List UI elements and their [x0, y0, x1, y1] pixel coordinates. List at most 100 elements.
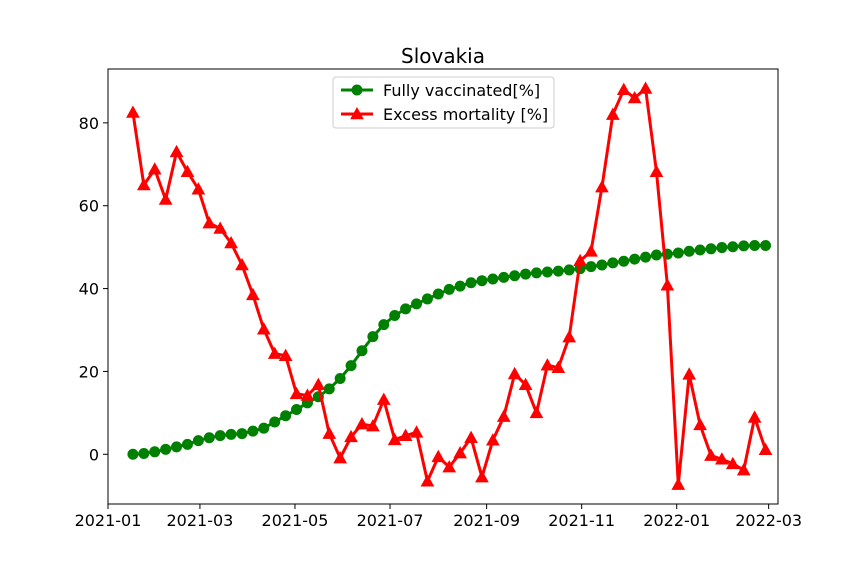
data-point-triangle [507, 366, 522, 380]
data-point-circle [607, 257, 619, 269]
data-point-triangle [518, 377, 533, 390]
data-point-circle [400, 303, 412, 315]
data-point-circle [345, 360, 357, 372]
series-layer [126, 81, 773, 490]
x-tick-label: 2021-05 [262, 511, 329, 530]
data-point-circle [160, 443, 172, 455]
data-point-circle [465, 277, 477, 289]
data-point-circle [563, 264, 575, 276]
data-point-circle [269, 416, 281, 428]
data-point-circle [487, 273, 499, 285]
data-point-triangle [693, 417, 707, 431]
x-tick-label: 2021-07 [357, 511, 424, 530]
data-point-triangle [562, 330, 577, 343]
data-point-circle [432, 288, 444, 300]
x-tick-label: 2022-01 [643, 511, 710, 530]
chart-title: Slovakia [401, 44, 485, 68]
data-point-circle [705, 243, 717, 255]
y-tick-label: 20 [79, 362, 99, 381]
data-point-triangle [256, 322, 271, 335]
data-point-triangle [409, 425, 424, 438]
data-point-triangle [616, 82, 631, 96]
data-point-triangle [158, 192, 173, 205]
data-point-triangle [682, 367, 697, 380]
data-point-triangle [333, 450, 348, 464]
x-tick-label: 2021-11 [548, 511, 615, 530]
data-point-circle [596, 259, 608, 271]
data-point-circle [585, 261, 597, 273]
data-point-triangle [420, 474, 435, 487]
data-point-circle [258, 422, 270, 434]
data-point-triangle [267, 346, 282, 359]
data-point-triangle [202, 216, 217, 229]
data-point-triangle [725, 456, 740, 470]
data-point-circle [203, 432, 215, 444]
y-axis: 0 20 40 60 80 [79, 114, 108, 464]
data-point-circle [476, 275, 488, 287]
data-point-circle [498, 271, 510, 283]
data-point-circle [640, 251, 652, 263]
data-point-circle [629, 253, 641, 265]
legend: Fully vaccinated[%] Excess mortality [%] [332, 76, 555, 129]
data-point-triangle [442, 460, 457, 473]
data-point-triangle [278, 348, 293, 361]
data-point-triangle [180, 164, 195, 178]
plot-frame [107, 68, 779, 505]
data-point-circle [225, 428, 237, 440]
data-point-triangle [551, 360, 566, 373]
data-point-circle [716, 242, 728, 254]
x-axis: 2021-01 2021-03 2021-05 2021-07 2021-09 2021-… [75, 504, 802, 530]
data-point-circle [618, 255, 630, 267]
data-point-circle [214, 430, 226, 442]
data-point-circle [138, 447, 150, 459]
data-point-triangle [246, 287, 260, 301]
data-point-triangle [431, 449, 446, 463]
data-point-circle [552, 265, 564, 277]
data-point-triangle [453, 446, 467, 459]
data-point-triangle [496, 409, 511, 422]
data-point-triangle [355, 417, 369, 430]
data-point-triangle [584, 244, 598, 257]
data-point-circle [171, 441, 183, 453]
y-tick-label: 60 [79, 197, 99, 216]
data-point-circle [738, 240, 750, 252]
data-point-triangle [376, 392, 391, 405]
data-point-circle [181, 438, 193, 450]
data-point-triangle [747, 410, 762, 423]
data-point-triangle [322, 426, 337, 439]
data-point-triangle [126, 105, 140, 118]
data-point-triangle [605, 107, 620, 120]
data-point-triangle [660, 278, 675, 291]
data-point-triangle [464, 430, 478, 444]
data-point-triangle [224, 235, 238, 249]
x-tick-label: 2021-01 [75, 511, 142, 530]
series-2 [126, 81, 773, 490]
data-point-triangle [638, 81, 653, 94]
data-point-circle [509, 270, 521, 282]
y-tick-label: 80 [79, 114, 99, 133]
data-point-triangle [486, 433, 500, 446]
data-point-triangle [311, 377, 326, 390]
data-point-triangle [704, 448, 718, 461]
data-point-circle [694, 244, 706, 256]
data-point-triangle [529, 405, 544, 419]
legend-marker [351, 84, 363, 96]
data-point-circle [356, 345, 368, 357]
data-point-circle [749, 239, 761, 251]
data-point-circle [760, 239, 772, 251]
data-point-circle [683, 245, 695, 257]
data-point-circle [530, 267, 542, 279]
legend-box [332, 76, 555, 129]
data-point-triangle [387, 432, 402, 446]
data-point-circle [411, 298, 423, 310]
data-point-circle [454, 280, 466, 292]
data-point-triangle [573, 253, 587, 267]
data-point-circle [727, 241, 739, 253]
data-point-circle [650, 249, 662, 261]
y-tick-label: 40 [79, 280, 99, 299]
data-point-circle [247, 425, 259, 437]
legend-label: Excess mortality [%] [383, 105, 548, 124]
data-point-circle [323, 383, 335, 395]
data-point-circle [334, 372, 346, 384]
data-point-triangle [649, 164, 664, 178]
